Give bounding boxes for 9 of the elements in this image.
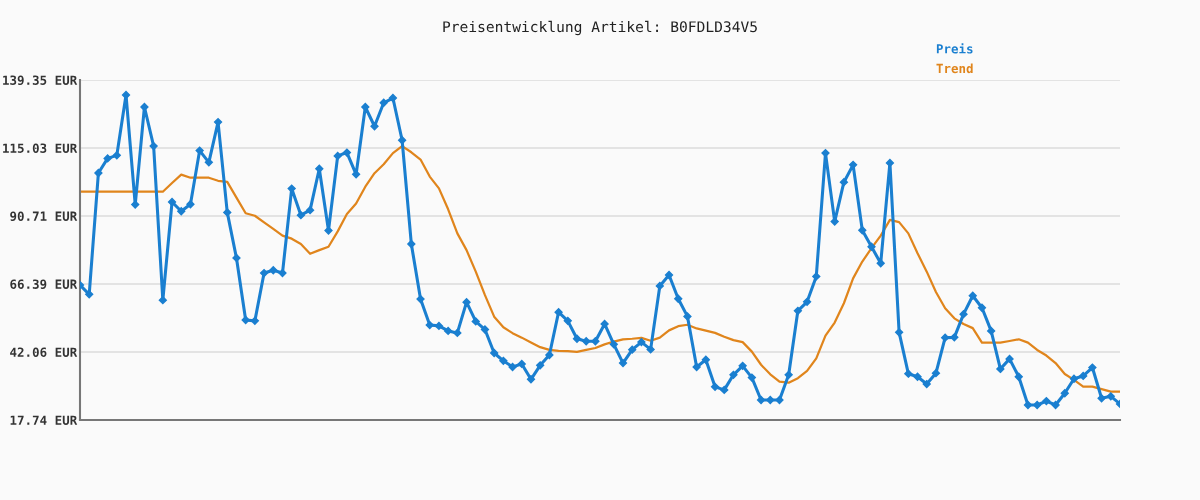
y-tick-label: 115.03 EUR [3,143,78,153]
y-tick-label: 66.39 EUR [10,279,78,289]
y-tick-label: 90.71 EUR [10,211,78,221]
chart-title: Preisentwicklung Artikel: B0FDLD34V5 [443,20,757,36]
y-tick-label: 139.35 EUR [3,75,78,85]
text: Trend [936,63,973,74]
y-tick-label: 42.06 EUR [10,347,78,357]
y-tick-label: 17.74 EUR [10,415,78,425]
text: Preis [936,43,973,54]
